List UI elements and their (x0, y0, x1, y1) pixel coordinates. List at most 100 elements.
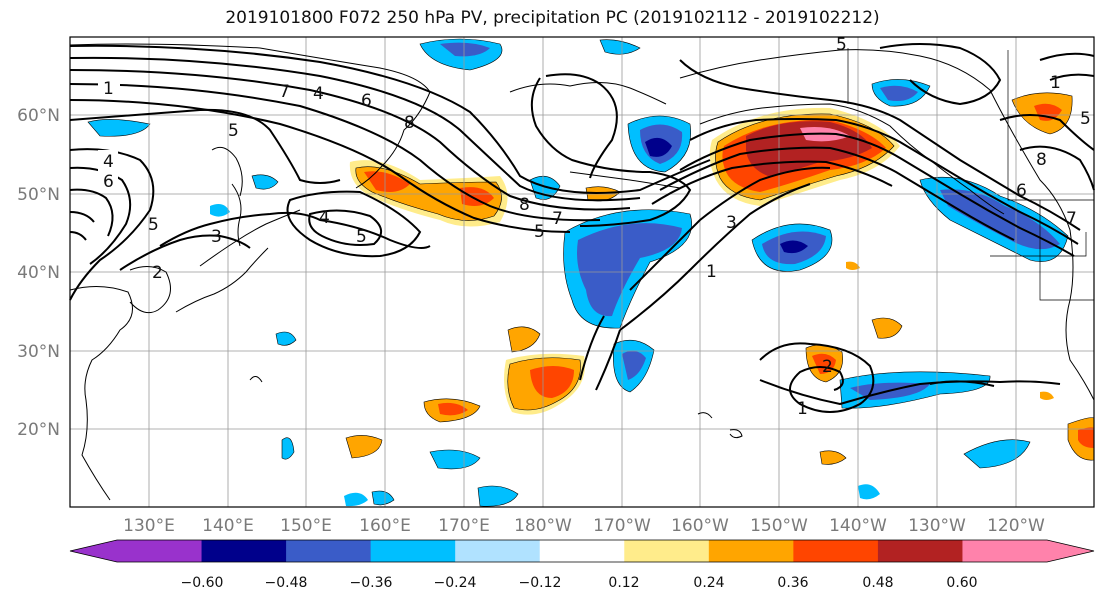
contour-label: 3 (726, 213, 737, 233)
contour-label: 1 (1050, 73, 1061, 93)
pv-contours (69, 43, 1095, 413)
latitude-axis: 60°N 50°N 40°N 30°N 20°N (17, 106, 60, 440)
precip-patch (599, 39, 641, 55)
contour-label: 5 (836, 35, 847, 55)
precip-patch (344, 492, 368, 507)
lon-label: 140°W (829, 516, 887, 536)
precip-patch (871, 317, 903, 339)
contour-label: 1 (797, 399, 808, 419)
lon-label: 180°W (514, 516, 572, 536)
precip-patch (364, 171, 410, 192)
colorbar-segment (286, 540, 372, 562)
colorbar (69, 539, 1095, 563)
contour-label: 2 (152, 263, 163, 283)
contour-label: 5 (534, 222, 545, 242)
colorbar-segment (201, 540, 287, 562)
precip-patch (438, 402, 468, 416)
precip-patch (440, 42, 490, 57)
coastlines (69, 43, 1095, 501)
lon-label: 150°W (750, 516, 808, 536)
colorbar-tick-label: 0.12 (608, 575, 639, 591)
precip-patch (622, 350, 646, 380)
map-frame (69, 36, 1095, 508)
contour-label: 1 (103, 79, 114, 99)
contour-label: 8 (519, 195, 530, 215)
contour-label: 6 (1016, 181, 1027, 201)
contour-label: 6 (103, 172, 114, 192)
graticule (70, 37, 1094, 507)
contour-label: 5 (228, 121, 239, 141)
precip-patch (780, 240, 808, 254)
precip-patch (858, 484, 880, 500)
precip-patch (846, 261, 860, 270)
lat-label: 30°N (17, 342, 60, 362)
colorbar-segment (624, 540, 710, 562)
colorbar-tick-labels: −0.60 −0.48 −0.36 −0.24 −0.12 0.12 0.24 … (181, 575, 978, 591)
contour-label: 7 (279, 82, 290, 102)
precip-patch (281, 437, 295, 460)
precip-patch (940, 189, 1060, 250)
colorbar-tick-label: −0.24 (434, 575, 477, 591)
contour-label: 7 (1066, 209, 1077, 229)
precip-patch (645, 137, 672, 157)
precipitation-fill-layer (87, 38, 1095, 507)
contour-label: 4 (103, 152, 114, 172)
lon-label: 120°W (987, 516, 1045, 536)
precip-patch (530, 366, 574, 398)
precip-patch (345, 435, 383, 459)
colorbar-segment (117, 540, 203, 562)
contour-label: 5 (1080, 109, 1091, 129)
map-title: 2019101800 F072 250 hPa PV, precipitatio… (225, 8, 880, 28)
colorbar-max-extension (1047, 540, 1094, 562)
lat-label: 40°N (17, 263, 60, 283)
contour-labels: 1 7 4 6 8 5 4 6 5 3 2 4 5 8 7 5 3 1 5 1 … (98, 35, 1091, 419)
lon-label: 170°W (593, 516, 651, 536)
precip-patch (1078, 427, 1094, 448)
colorbar-segment (455, 540, 541, 562)
lon-label: 130°E (123, 516, 175, 536)
precip-patch (460, 187, 494, 206)
colorbar-segment (962, 540, 1048, 562)
colorbar-tick-label: −0.12 (519, 575, 562, 591)
colorbar-segment (370, 540, 456, 562)
contour-label: 5 (148, 215, 159, 235)
contour-label: 2 (822, 357, 833, 377)
lat-label: 20°N (17, 420, 60, 440)
precip-patch (577, 223, 682, 317)
precip-patch (275, 331, 297, 346)
borders (847, 48, 1094, 301)
lon-label: 130°W (908, 516, 966, 536)
lon-label: 140°E (202, 516, 254, 536)
precip-patch (371, 490, 395, 506)
precip-patch (1040, 391, 1054, 400)
colorbar-tick-label: −0.60 (181, 575, 224, 591)
colorbar-segment (793, 540, 879, 562)
colorbar-outline (69, 539, 1095, 563)
precip-patch (819, 450, 847, 465)
precip-patch (477, 485, 519, 507)
lat-label: 60°N (17, 106, 60, 126)
precip-patch (210, 204, 230, 217)
colorbar-segment (877, 540, 963, 562)
lat-label: 50°N (17, 185, 60, 205)
lon-label: 170°E (438, 516, 490, 536)
lon-label: 160°W (671, 516, 729, 536)
contour-label: 8 (404, 113, 415, 133)
contour-label: 7 (552, 209, 563, 229)
colorbar-segment (708, 540, 794, 562)
contour-label: 3 (211, 227, 222, 247)
colorbar-tick-label: −0.48 (265, 575, 308, 591)
precip-patch (429, 449, 481, 470)
precip-patch (87, 119, 151, 137)
lon-label: 150°E (280, 516, 332, 536)
colorbar-tick-label: 0.24 (693, 575, 724, 591)
contour-label: 1 (706, 262, 717, 282)
contour-label: 8 (1036, 150, 1047, 170)
longitude-axis: 130°E 140°E 150°E 160°E 170°E 180°W 170°… (123, 516, 1045, 536)
precip-patch (880, 85, 918, 101)
contour-label: 6 (361, 91, 372, 111)
contour-label: 4 (319, 208, 330, 228)
contour-label: 5 (356, 227, 367, 247)
precip-patch (251, 174, 279, 190)
